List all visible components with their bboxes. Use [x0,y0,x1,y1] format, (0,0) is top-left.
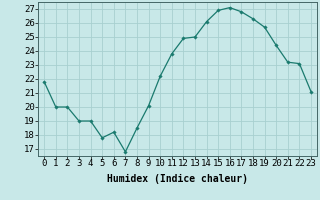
X-axis label: Humidex (Indice chaleur): Humidex (Indice chaleur) [107,174,248,184]
